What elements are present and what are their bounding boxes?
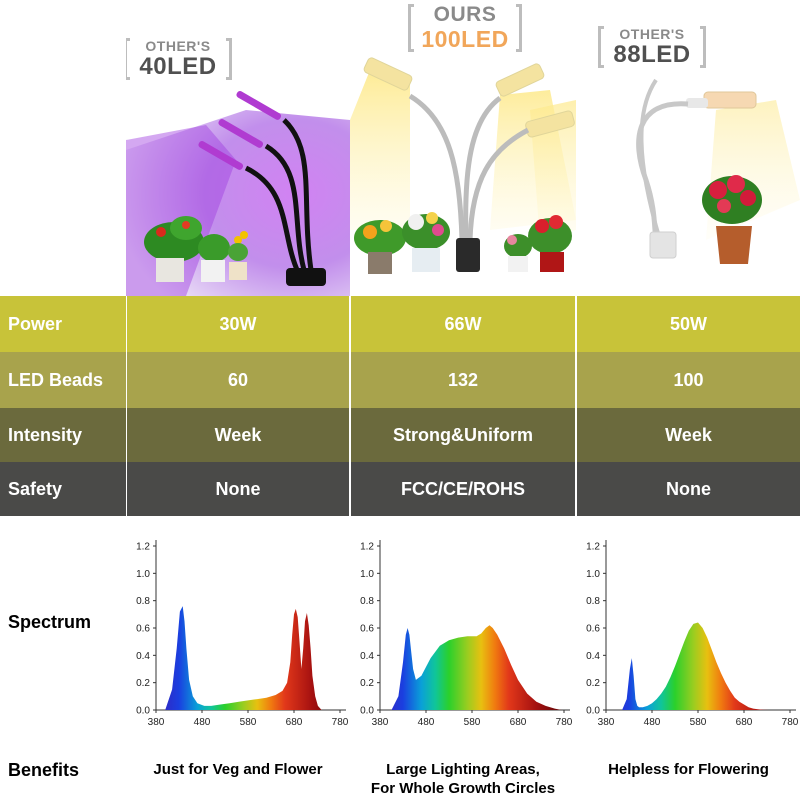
y-tick-label: 0.2 [586,678,600,689]
value-cell: 50W [577,296,800,352]
yellow-grow-lamp-illustration [350,0,576,296]
badge-line1: OTHER'S [619,26,685,42]
benefit-others-40led: Just for Veg and Flower [127,760,349,779]
x-tick-label: 780 [332,717,349,728]
y-tick-label: 0.2 [136,678,150,689]
badge-line1: OTHER'S [145,38,211,54]
value-cell: 100 [577,352,800,408]
value-cell: FCC/CE/ROHS [351,462,575,516]
table-row-intensity: Intensity Week Strong&Uniform Week [0,408,800,462]
x-tick-label: 480 [644,717,661,728]
y-tick-label: 0.2 [360,678,374,689]
benefit-line: Just for Veg and Flower [153,761,323,778]
product-image-ours-100led: OURS 100LED [350,0,576,296]
badge-line2: 40LED [139,53,217,80]
x-tick-label: 580 [690,717,707,728]
spectrum-chart-ours-100led: 0.0 0.2 0.4 0.6 0.8 1.0 1.2 380 480 580 680 780 [360,540,573,728]
value-cell: None [127,462,349,516]
y-tick-label: 1.0 [360,569,374,580]
product-badge: OTHER'S 40LED [126,38,232,80]
x-tick-label: 380 [372,717,389,728]
row-label: Safety [0,462,126,516]
value-cell: None [577,462,800,516]
y-tick-label: 1.2 [360,542,374,553]
value-cell: Strong&Uniform [351,408,575,462]
badge-bracket-right [516,4,522,52]
table-row-safety: Safety None FCC/CE/ROHS None [0,462,800,516]
badge-bracket-right [700,26,706,68]
row-label: LED Beads [0,352,126,408]
benefit-line: For Whole Growth Circles [370,780,556,797]
y-tick-label: 0.4 [136,651,150,662]
x-tick-label: 680 [736,717,753,728]
table-row-led-beads: LED Beads 60 132 100 [0,352,800,408]
value-cell: 60 [127,352,349,408]
y-tick-label: 0.8 [360,596,374,607]
row-label: Intensity [0,408,126,462]
benefit-line: Large Lighting Areas, [386,761,540,778]
value-cell: 30W [127,296,349,352]
value-cell: Week [127,408,349,462]
benefit-others-88led: Helpless for Flowering [577,760,800,779]
badge-bracket-left [408,4,414,52]
spectrum-chart-others-88led: 0.0 0.2 0.4 0.6 0.8 1.0 1.2 380 480 580 680 780 [586,540,799,728]
y-tick-label: 1.0 [136,569,150,580]
y-tick-label: 0.6 [360,624,374,635]
spectrum-chart-others-40led: 0.0 0.2 0.4 0.6 0.8 1.0 1.2 380 480 580 680 780 [136,540,349,728]
y-tick-label: 0.0 [360,706,374,717]
badge-line2: 100LED [421,26,509,52]
y-tick-label: 0.4 [360,651,374,662]
badge-line1: OURS [433,3,497,26]
spectrum-area [391,625,562,710]
y-tick-label: 1.0 [586,569,600,580]
x-tick-label: 480 [418,717,435,728]
value-cell: Week [577,408,800,462]
x-tick-label: 780 [556,717,573,728]
product-badge: OTHER'S 88LED [598,26,706,68]
x-tick-label: 680 [510,717,527,728]
benefit-line: Helpless for Flowering [608,761,769,778]
product-images: OTHER'S 40LED [0,0,800,296]
purple-grow-lamp-illustration [126,0,350,296]
spectrum-area [165,606,322,710]
x-tick-label: 380 [598,717,615,728]
x-tick-label: 680 [286,717,303,728]
spectrum-label: Spectrum [8,612,92,632]
product-image-others-40led: OTHER'S 40LED [126,0,350,296]
product-image-others-88led: OTHER'S 88LED [576,0,800,296]
badge-bracket-right [226,38,232,80]
spectrum-area [622,622,770,710]
x-tick-label: 580 [464,717,481,728]
y-tick-label: 0.0 [586,706,600,717]
x-tick-label: 780 [782,717,799,728]
y-tick-label: 0.6 [586,624,600,635]
benefits-label: Benefits [8,760,80,780]
y-tick-label: 1.2 [136,542,150,553]
y-tick-label: 0.4 [586,651,600,662]
badge-bracket-left [126,38,130,80]
row-label: Power [0,296,126,352]
x-tick-label: 380 [148,717,165,728]
y-tick-label: 0.6 [136,624,150,635]
product-badge: OURS 100LED [408,3,522,52]
y-tick-label: 0.8 [586,596,600,607]
y-tick-label: 0.8 [136,596,150,607]
y-tick-label: 1.2 [586,542,600,553]
value-cell: 132 [351,352,575,408]
y-tick-label: 0.0 [136,706,150,717]
badge-line2: 88LED [613,41,691,68]
badge-bracket-left [598,26,604,68]
benefit-ours-100led: Large Lighting Areas, For Whole Growth C… [351,760,575,798]
x-tick-label: 480 [194,717,211,728]
value-cell: 66W [351,296,575,352]
table-row-power: Power 30W 66W 50W [0,296,800,352]
x-tick-label: 580 [240,717,257,728]
